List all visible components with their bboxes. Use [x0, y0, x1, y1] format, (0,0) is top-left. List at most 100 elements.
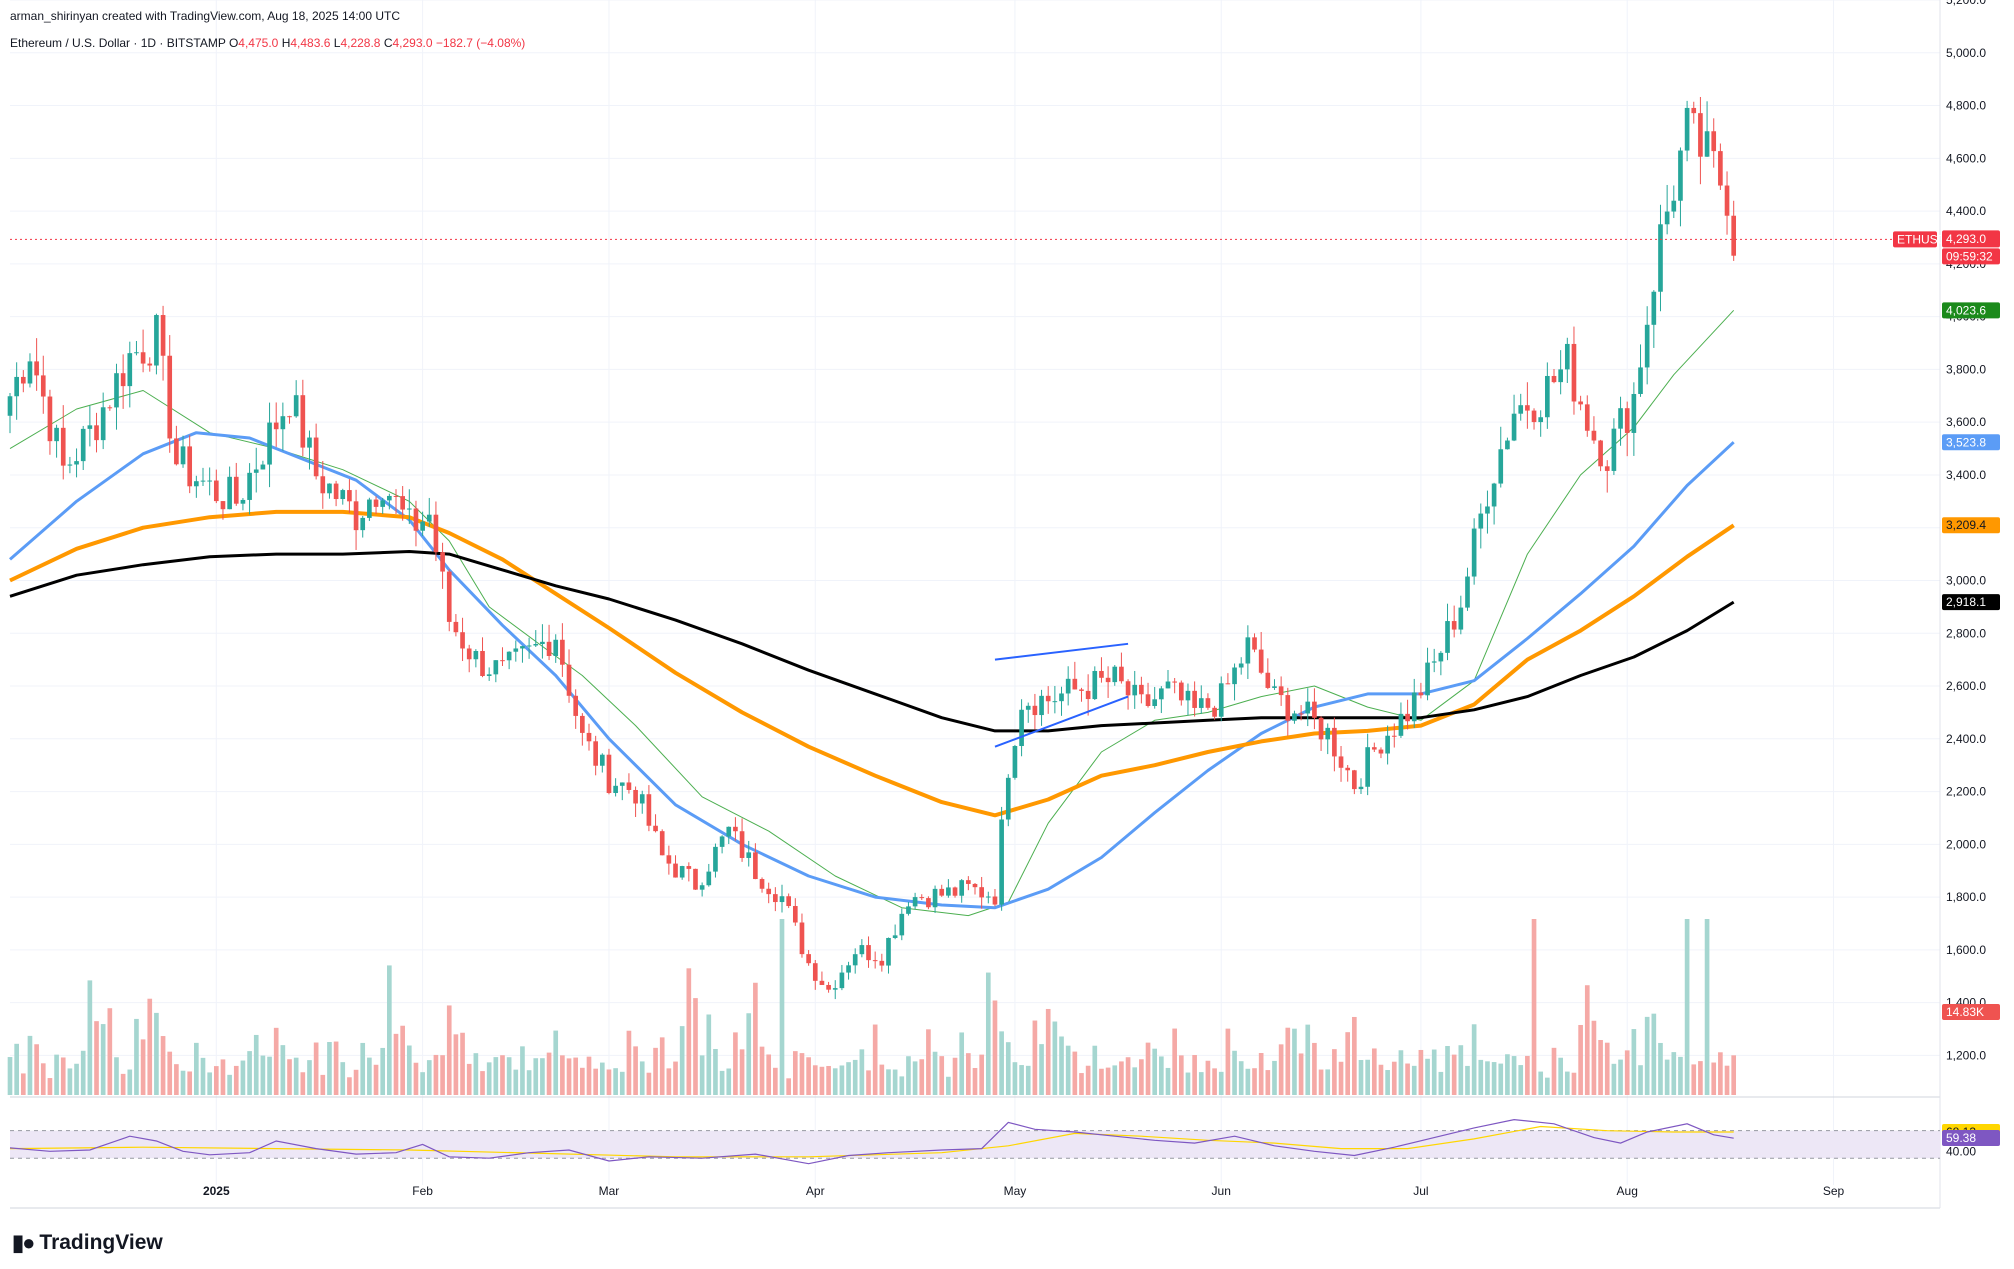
candle-body: [1352, 770, 1357, 790]
volume-bar: [1165, 1067, 1171, 1095]
volume-bar: [639, 1061, 645, 1095]
rsi-tick-label: 40.00: [1946, 1144, 1976, 1158]
candle-body: [899, 913, 905, 936]
candle-body: [20, 376, 26, 384]
candle-body: [673, 863, 678, 878]
candle-body: [1684, 107, 1690, 151]
volume-bar: [127, 1069, 133, 1095]
volume-bar: [546, 1052, 552, 1095]
volume-bar: [1711, 1062, 1717, 1095]
moving-average-line: [9, 509, 1735, 818]
time-tick-label: Jun: [1212, 1184, 1231, 1198]
volume-bar: [500, 1055, 505, 1095]
volume-value-tag-bg: [1942, 1004, 2000, 1020]
price-tick-label: 1,800.0: [1946, 890, 1986, 904]
volume-bar: [679, 1026, 685, 1095]
candle-body: [819, 980, 825, 985]
candle-body: [280, 416, 286, 430]
candle-body: [1119, 666, 1124, 682]
candle-body: [1425, 662, 1430, 696]
volume-bar: [792, 1051, 798, 1095]
candle-body: [985, 896, 991, 898]
candle-body: [1718, 151, 1723, 186]
candle-body: [1545, 375, 1550, 418]
ma-value-tag-text: 3,209.4: [1946, 518, 1986, 532]
volume-bar: [1039, 1044, 1044, 1095]
candle-body: [1378, 749, 1384, 754]
volume-bar: [952, 1057, 958, 1095]
volume-bar: [200, 1057, 206, 1095]
candle-body: [580, 715, 585, 733]
moving-averages: [9, 309, 1735, 917]
price-tick-label: 4,400.0: [1946, 204, 1986, 218]
time-tick-label: Feb: [412, 1184, 433, 1198]
candle-body: [1012, 746, 1018, 778]
volume-bar: [1644, 1016, 1650, 1095]
volume-bar: [27, 1035, 33, 1095]
candle-body: [926, 898, 931, 908]
volume-bar: [213, 1066, 219, 1095]
candle-body: [1624, 408, 1630, 433]
volume-bar: [1505, 1054, 1510, 1095]
volume-bar: [606, 1069, 612, 1095]
volume-bar: [726, 1068, 732, 1095]
candle-body: [1178, 682, 1184, 701]
volume-bar: [520, 1046, 525, 1095]
volume-bar: [1099, 1068, 1104, 1095]
volume-bar: [1391, 1061, 1397, 1095]
volume-bar: [886, 1069, 891, 1095]
volume-bar: [906, 1056, 911, 1095]
candlestick-series: [7, 96, 1737, 1000]
volume-bar: [1159, 1056, 1164, 1095]
volume-bar: [1491, 1062, 1497, 1095]
volume-bar: [1724, 1065, 1730, 1095]
volume-bar: [180, 1070, 186, 1095]
candle-body: [892, 935, 898, 938]
candle-body: [227, 476, 232, 510]
candle-body: [180, 446, 186, 465]
candle-body: [686, 866, 692, 869]
candle-body: [1631, 393, 1637, 433]
tradingview-brand[interactable]: ▮● TradingView: [12, 1230, 163, 1256]
candle-body: [300, 395, 306, 448]
volume-bar: [293, 1057, 299, 1095]
candle-body: [174, 438, 179, 465]
volume-bar: [486, 1062, 492, 1095]
volume-bar: [320, 1074, 326, 1095]
candle-body: [440, 552, 445, 572]
candle-body: [493, 660, 499, 675]
candle-body: [1205, 698, 1211, 708]
volume-bar: [1252, 1068, 1257, 1095]
price-tick-label: 2,000.0: [1946, 837, 1986, 851]
time-tick-label: Jul: [1413, 1184, 1428, 1198]
volume-bar: [1352, 1016, 1357, 1095]
candle-body: [1671, 200, 1677, 212]
candle-body: [134, 352, 139, 354]
candle-body: [1258, 649, 1264, 673]
price-tick-label: 2,800.0: [1946, 626, 1986, 640]
candle-body: [1531, 410, 1537, 423]
volume-bar: [460, 1032, 465, 1095]
rsi-pane: [9, 1118, 1940, 1165]
candle-body: [753, 852, 758, 880]
volume-bar: [247, 1051, 252, 1095]
volume-bar: [1691, 1064, 1697, 1095]
volume-bar: [713, 1048, 718, 1095]
volume-bar: [1405, 1063, 1410, 1095]
volume-bar: [819, 1066, 825, 1095]
candle-body: [1085, 690, 1091, 700]
volume-bar: [307, 1060, 312, 1095]
volume-bar: [453, 1034, 459, 1095]
candle-body: [912, 897, 918, 907]
volume-bar: [340, 1062, 346, 1095]
volume-bar: [1045, 1008, 1051, 1095]
candle-body: [972, 883, 978, 888]
volume-bar: [114, 1057, 119, 1095]
candle-body: [1724, 185, 1730, 216]
volume-bar: [753, 982, 758, 1095]
volume-bar: [260, 1055, 266, 1095]
candle-body: [213, 480, 219, 502]
candle-body: [187, 446, 193, 487]
candle-body: [233, 476, 239, 504]
